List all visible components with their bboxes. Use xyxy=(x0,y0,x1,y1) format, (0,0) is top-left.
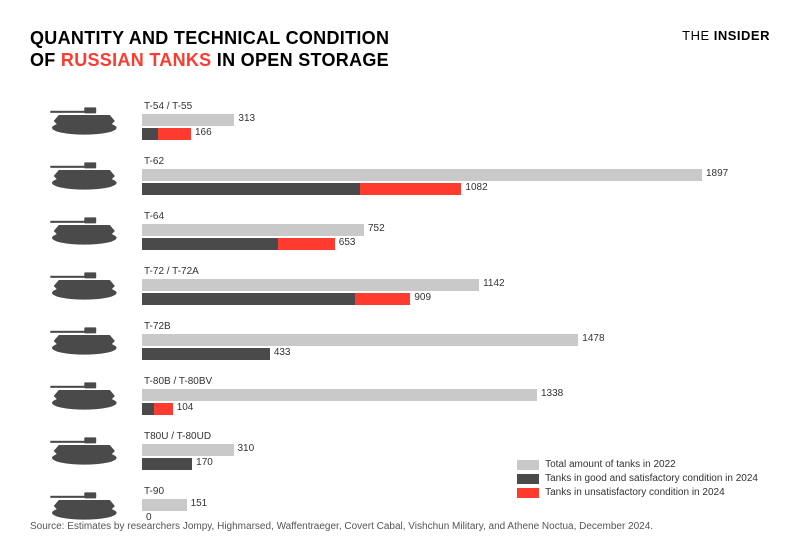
bars-column: T-72B 1478 433 xyxy=(142,321,770,360)
total-bar xyxy=(142,444,234,456)
tank-icon xyxy=(43,489,129,523)
total-value: 151 xyxy=(187,498,208,509)
chart-row: T-54 / T-55 313 166 xyxy=(30,95,770,146)
tank-silhouette xyxy=(30,324,142,358)
total-value: 1142 xyxy=(479,278,505,289)
tank-icon xyxy=(43,104,129,138)
model-label: T80U / T-80UD xyxy=(144,431,770,442)
bad-segment xyxy=(278,238,334,250)
condition-value: 653 xyxy=(335,237,356,248)
title-line-1: QUANTITY AND TECHNICAL CONDITION xyxy=(30,28,389,50)
chart-row: T-72B 1478 433 xyxy=(30,315,770,366)
total-bar-wrap: 310 xyxy=(142,444,770,456)
total-value: 752 xyxy=(364,223,385,234)
total-value: 313 xyxy=(234,113,255,124)
condition-bar-wrap: 433 xyxy=(142,348,770,360)
bars-column: T-62 1897 1082 xyxy=(142,156,770,195)
legend-item-total: Total amount of tanks in 2022 xyxy=(517,459,758,470)
tank-silhouette xyxy=(30,214,142,248)
total-bar xyxy=(142,279,479,291)
chart-row: T-64 752 653 xyxy=(30,205,770,256)
legend: Total amount of tanks in 2022 Tanks in g… xyxy=(517,456,758,498)
total-bar-wrap: 313 xyxy=(142,114,770,126)
legend-swatch xyxy=(517,488,539,498)
total-bar xyxy=(142,499,187,511)
good-segment xyxy=(142,458,192,470)
condition-value: 104 xyxy=(173,402,194,413)
total-bar xyxy=(142,169,702,181)
good-segment xyxy=(142,128,158,140)
condition-value: 433 xyxy=(270,347,291,358)
good-segment xyxy=(142,238,278,250)
bad-segment xyxy=(158,128,191,140)
condition-bar-wrap: 1082 xyxy=(142,183,770,195)
chart-row: T-62 1897 1082 xyxy=(30,150,770,201)
condition-bar-wrap: 104 xyxy=(142,403,770,415)
tank-icon xyxy=(43,324,129,358)
tank-silhouette xyxy=(30,379,142,413)
good-segment xyxy=(142,348,270,360)
model-label: T-62 xyxy=(144,156,770,167)
bad-segment xyxy=(355,293,411,305)
chart-row: T-80B / T-80BV 1338 104 xyxy=(30,370,770,421)
bad-segment xyxy=(360,183,462,195)
model-label: T-64 xyxy=(144,211,770,222)
good-segment xyxy=(142,293,355,305)
total-bar-wrap: 151 xyxy=(142,499,770,511)
tank-silhouette xyxy=(30,434,142,468)
model-label: T-80B / T-80BV xyxy=(144,376,770,387)
bars-column: T-72 / T-72A 1142 909 xyxy=(142,266,770,305)
condition-value: 1082 xyxy=(461,182,487,193)
condition-bar-wrap: 653 xyxy=(142,238,770,250)
tank-silhouette xyxy=(30,104,142,138)
total-value: 310 xyxy=(234,443,255,454)
legend-item-bad: Tanks in unsatisfactory condition in 202… xyxy=(517,487,758,498)
total-bar xyxy=(142,224,364,236)
condition-bar-wrap: 166 xyxy=(142,128,770,140)
tank-icon xyxy=(43,434,129,468)
brand-logo: THE INSIDER xyxy=(682,28,770,43)
total-bar-wrap: 752 xyxy=(142,224,770,236)
total-bar-wrap: 1897 xyxy=(142,169,770,181)
tank-silhouette xyxy=(30,159,142,193)
bad-segment xyxy=(154,403,172,415)
bars-column: T-80B / T-80BV 1338 104 xyxy=(142,376,770,415)
condition-value: 909 xyxy=(410,292,431,303)
condition-value: 166 xyxy=(191,127,212,138)
tank-icon xyxy=(43,269,129,303)
chart-row: T-72 / T-72A 1142 909 xyxy=(30,260,770,311)
tank-icon xyxy=(43,379,129,413)
total-bar xyxy=(142,114,234,126)
tank-silhouette xyxy=(30,269,142,303)
total-bar xyxy=(142,334,578,346)
chart-title: QUANTITY AND TECHNICAL CONDITION OF RUSS… xyxy=(30,28,389,71)
bars-column: T-54 / T-55 313 166 xyxy=(142,101,770,140)
total-value: 1478 xyxy=(578,333,604,344)
good-segment xyxy=(142,403,154,415)
model-label: T-72 / T-72A xyxy=(144,266,770,277)
tank-icon xyxy=(43,214,129,248)
condition-value: 170 xyxy=(192,457,213,468)
legend-swatch xyxy=(517,474,539,484)
source-attribution: Source: Estimates by researchers Jompy, … xyxy=(30,521,653,532)
total-bar xyxy=(142,389,537,401)
total-bar-wrap: 1478 xyxy=(142,334,770,346)
condition-bar-wrap: 909 xyxy=(142,293,770,305)
bars-column: T-64 752 653 xyxy=(142,211,770,250)
total-bar-wrap: 1338 xyxy=(142,389,770,401)
header: QUANTITY AND TECHNICAL CONDITION OF RUSS… xyxy=(30,28,770,71)
model-label: T-54 / T-55 xyxy=(144,101,770,112)
title-line-2: OF RUSSIAN TANKS IN OPEN STORAGE xyxy=(30,50,389,72)
total-bar-wrap: 1142 xyxy=(142,279,770,291)
good-segment xyxy=(142,183,360,195)
legend-item-good: Tanks in good and satisfactory condition… xyxy=(517,473,758,484)
total-value: 1897 xyxy=(702,168,728,179)
total-value: 1338 xyxy=(537,388,563,399)
tank-icon xyxy=(43,159,129,193)
tank-silhouette xyxy=(30,489,142,523)
model-label: T-72B xyxy=(144,321,770,332)
legend-swatch xyxy=(517,460,539,470)
